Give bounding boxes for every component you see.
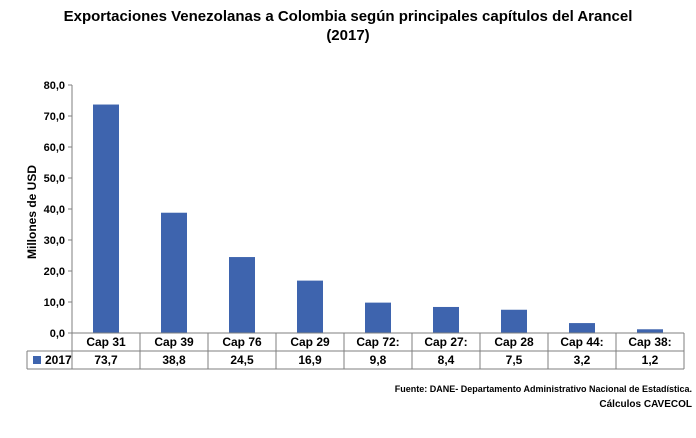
y-tick-label: 70,0 xyxy=(44,111,65,123)
bar xyxy=(637,329,663,333)
legend-label: 2017 xyxy=(45,353,72,367)
y-tick-label: 20,0 xyxy=(44,266,65,278)
legend-swatch xyxy=(33,356,41,364)
chart-title: Exportaciones Venezolanas a Colombia seg… xyxy=(63,8,633,25)
source-note: Fuente: DANE- Departamento Administrativ… xyxy=(394,384,692,394)
x-category-label: Cap 76 xyxy=(222,335,262,349)
data-table-value: 3,2 xyxy=(574,353,591,367)
y-tick-label: 80,0 xyxy=(44,80,65,92)
x-category-label: Cap 27: xyxy=(424,335,467,349)
y-tick-label: 40,0 xyxy=(44,204,65,216)
bar xyxy=(365,302,391,333)
bar xyxy=(569,323,595,333)
y-tick-label: 60,0 xyxy=(44,142,65,154)
y-tick-label: 50,0 xyxy=(44,173,65,185)
y-axis-label: Millones de USD xyxy=(25,165,39,259)
x-category-label: Cap 31 xyxy=(86,335,126,349)
bar xyxy=(93,104,119,333)
chart-subtitle: (2017) xyxy=(326,27,370,44)
data-table-value: 1,2 xyxy=(642,353,659,367)
credit-note: Cálculos CAVECOL xyxy=(599,399,692,410)
data-table-value: 9,8 xyxy=(370,353,387,367)
x-category-label: Cap 29 xyxy=(290,335,330,349)
x-category-label: Cap 28 xyxy=(494,335,534,349)
data-table-value: 73,7 xyxy=(94,353,118,367)
data-table-value: 8,4 xyxy=(438,353,455,367)
bar xyxy=(501,309,527,333)
y-tick-label: 10,0 xyxy=(44,297,65,309)
x-category-label: Cap 44: xyxy=(560,335,603,349)
data-table-value: 7,5 xyxy=(506,353,523,367)
y-tick-label: 0,0 xyxy=(50,328,65,340)
x-category-label: Cap 39 xyxy=(154,335,194,349)
x-category-label: Cap 38: xyxy=(628,335,671,349)
bar xyxy=(161,212,187,333)
data-table-value: 38,8 xyxy=(162,353,186,367)
y-tick-label: 30,0 xyxy=(44,235,65,247)
data-table-value: 16,9 xyxy=(298,353,322,367)
data-table-value: 24,5 xyxy=(230,353,254,367)
bar xyxy=(229,257,255,333)
bar xyxy=(297,280,323,333)
x-category-label: Cap 72: xyxy=(356,335,399,349)
bar xyxy=(433,306,459,333)
